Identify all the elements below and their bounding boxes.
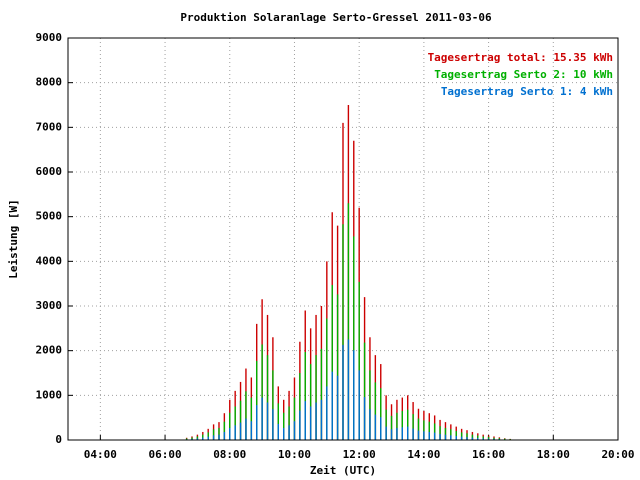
y-tick-label: 2000	[36, 344, 63, 357]
x-tick-label: 16:00	[472, 448, 505, 461]
legend-entry: Tagesertrag Serto 1: 4 kWh	[441, 85, 613, 98]
chart-title: Produktion Solaranlage Serto-Gressel 201…	[180, 11, 492, 24]
x-tick-label: 14:00	[407, 448, 440, 461]
y-axis-label: Leistung [W]	[7, 199, 20, 278]
y-tick-label: 1000	[36, 388, 63, 401]
y-tick-label: 0	[55, 433, 62, 446]
plot-frame	[67, 37, 619, 441]
x-tick-label: 06:00	[148, 448, 181, 461]
x-tick-label: 18:00	[537, 448, 570, 461]
x-tick-label: 08:00	[213, 448, 246, 461]
y-tick-label: 3000	[36, 299, 63, 312]
x-tick-label: 10:00	[278, 448, 311, 461]
legend-entry: Tagesertrag Serto 2: 10 kWh	[434, 68, 613, 81]
y-tick-label: 5000	[36, 210, 63, 223]
x-axis-label: Zeit (UTC)	[310, 464, 376, 477]
y-tick-label: 9000	[36, 31, 63, 44]
legend-entry: Tagesertrag total: 15.35 kWh	[428, 51, 613, 64]
y-tick-label: 8000	[36, 76, 63, 89]
x-tick-label: 12:00	[343, 448, 376, 461]
y-tick-label: 7000	[36, 120, 63, 133]
x-tick-label: 20:00	[601, 448, 634, 461]
y-tick-label: 4000	[36, 254, 63, 267]
x-tick-label: 04:00	[84, 448, 117, 461]
y-tick-label: 6000	[36, 165, 63, 178]
